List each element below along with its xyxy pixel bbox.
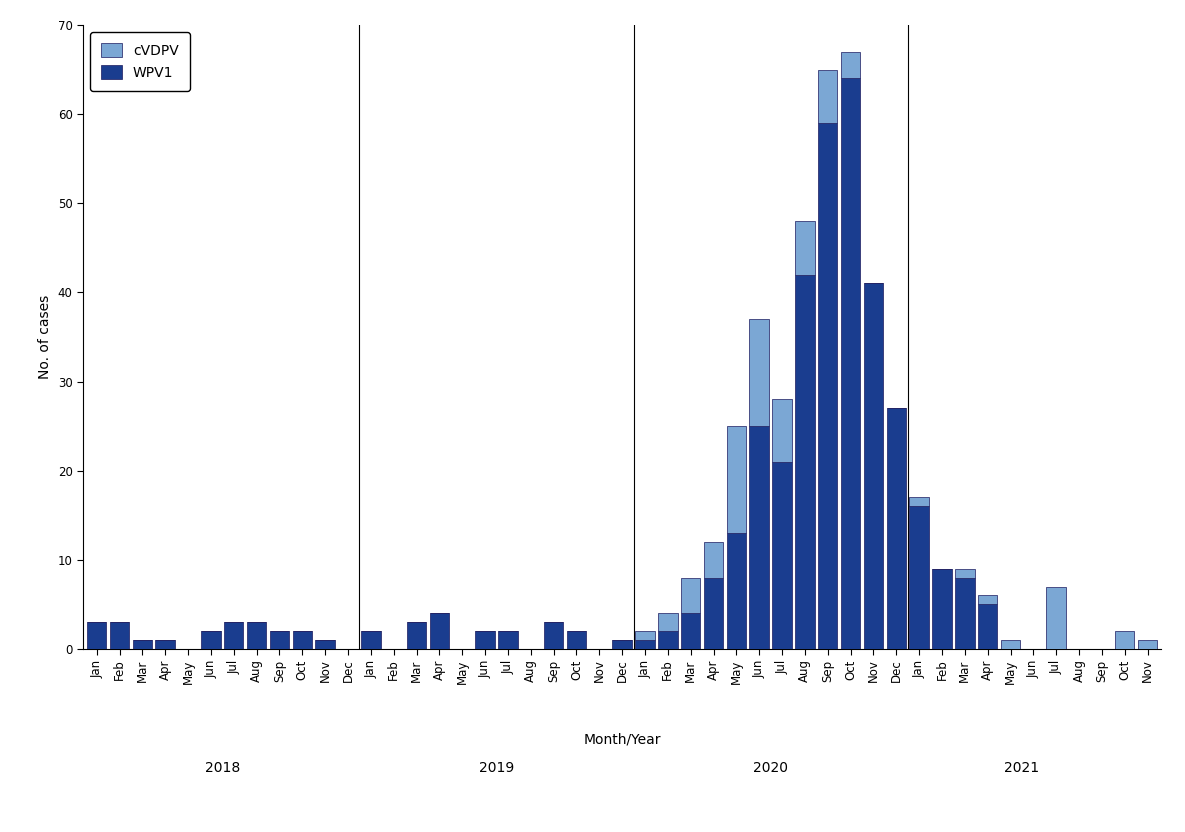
Bar — [978, 596, 998, 604]
Bar — [841, 52, 860, 78]
Bar — [1138, 640, 1158, 649]
Bar — [841, 78, 860, 649]
Bar — [726, 533, 747, 649]
Bar — [1115, 631, 1134, 649]
Bar — [795, 275, 814, 649]
Bar — [270, 631, 289, 649]
Text: 2019: 2019 — [479, 761, 514, 775]
Y-axis label: No. of cases: No. of cases — [38, 295, 52, 379]
Bar — [635, 640, 654, 649]
Bar — [795, 221, 814, 275]
Bar — [475, 631, 495, 649]
Bar — [909, 507, 929, 649]
Bar — [749, 319, 769, 426]
Text: 2018: 2018 — [205, 761, 239, 775]
Bar — [1046, 587, 1066, 649]
Bar — [498, 631, 518, 649]
Bar — [87, 622, 107, 649]
Bar — [406, 622, 427, 649]
Bar — [704, 577, 723, 649]
Bar — [681, 613, 700, 649]
Bar — [361, 631, 380, 649]
Bar — [773, 399, 792, 462]
Legend: cVDPV, WPV1: cVDPV, WPV1 — [90, 32, 190, 91]
Bar — [224, 622, 243, 649]
Bar — [773, 462, 792, 649]
Bar — [1001, 640, 1020, 649]
Bar — [978, 604, 998, 649]
Bar — [909, 498, 929, 507]
Bar — [658, 613, 678, 631]
Bar — [726, 426, 747, 533]
Bar — [246, 622, 267, 649]
Bar — [544, 622, 563, 649]
Bar — [315, 640, 335, 649]
Bar — [818, 70, 838, 123]
Bar — [818, 123, 838, 649]
Bar — [933, 569, 952, 649]
Bar — [566, 631, 587, 649]
Bar — [293, 631, 312, 649]
Bar — [955, 569, 974, 577]
Bar — [613, 640, 632, 649]
Bar — [635, 631, 654, 640]
X-axis label: Month/Year: Month/Year — [583, 732, 661, 746]
Bar — [681, 577, 700, 613]
Text: 2021: 2021 — [1005, 761, 1039, 775]
Bar — [133, 640, 152, 649]
Bar — [201, 631, 220, 649]
Text: 2020: 2020 — [754, 761, 788, 775]
Bar — [155, 640, 175, 649]
Bar — [886, 409, 907, 649]
Bar — [110, 622, 129, 649]
Bar — [430, 613, 449, 649]
Bar — [864, 284, 883, 649]
Bar — [658, 631, 678, 649]
Bar — [749, 426, 769, 649]
Bar — [704, 542, 723, 577]
Bar — [955, 577, 974, 649]
